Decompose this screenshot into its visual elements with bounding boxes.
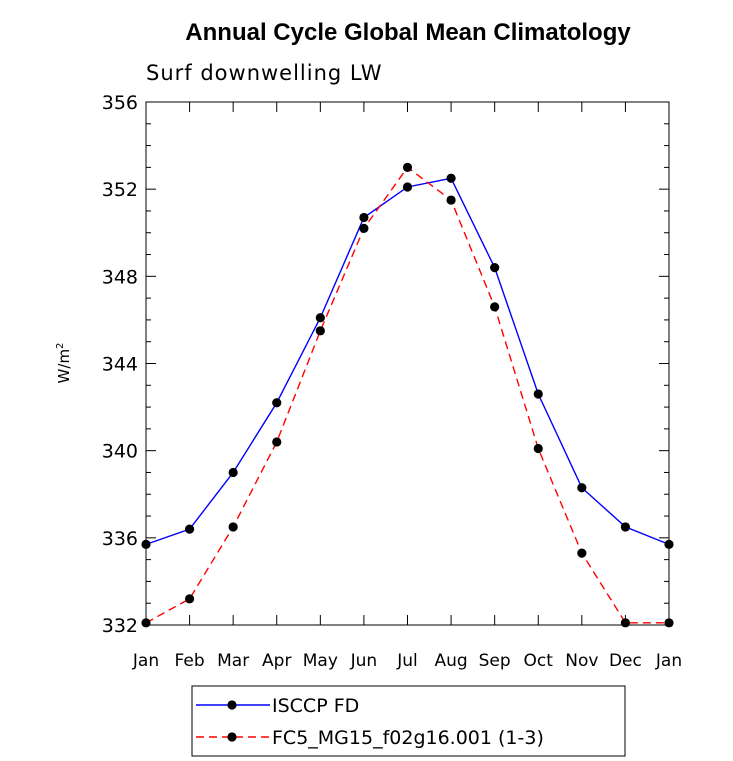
x-tick-label: Nov [565, 651, 598, 671]
legend-entry-2: FC5_MG15_f02g16.001 (1-3) [196, 727, 544, 749]
x-tick-label: Aug [434, 651, 467, 671]
data-point [228, 467, 238, 478]
data-point [272, 437, 282, 447]
data-point [359, 223, 369, 233]
data-point [184, 524, 195, 534]
x-tick-label: Apr [262, 651, 291, 671]
y-axis-label-main: W/m [55, 349, 73, 384]
data-point [664, 618, 674, 628]
data-point [402, 162, 413, 172]
series-1 [141, 173, 674, 549]
y-axis-label: W/m2 [55, 343, 73, 384]
legend-label: ISCCP FD [272, 695, 359, 717]
data-point [577, 483, 587, 493]
y-tick-label: 336 [102, 528, 138, 550]
y-tick-label: 344 [102, 354, 138, 376]
y-tick-label: 340 [102, 441, 138, 463]
series-2 [141, 162, 674, 628]
data-point [228, 522, 238, 532]
legend-label: FC5_MG15_f02g16.001 (1-3) [272, 727, 544, 749]
series-layer [141, 162, 674, 628]
x-tick-label: May [303, 651, 338, 671]
x-tick-label: Jul [396, 651, 418, 671]
chart-title: Annual Cycle Global Mean Climatology [185, 19, 631, 46]
data-point [315, 326, 325, 336]
data-point [315, 313, 325, 323]
data-point [533, 443, 543, 454]
y-axis-label-superscript: 2 [55, 343, 66, 349]
x-tick-label: Dec [609, 651, 642, 671]
chart-subtitle: Surf downwelling LW [146, 61, 382, 85]
data-point [141, 539, 151, 549]
data-point [141, 618, 151, 628]
axes: Jan Feb Mar Apr May Jun Jul Aug Sep Oct Nov Dec Jan 3… [102, 92, 682, 671]
legend-marker [227, 700, 237, 710]
legend-marker [227, 732, 237, 742]
data-point [490, 263, 500, 273]
data-point [577, 548, 587, 558]
x-tick-label: Mar [217, 651, 249, 671]
data-point [359, 212, 369, 223]
data-point [664, 539, 674, 549]
y-tick-label: 348 [102, 266, 138, 288]
data-point [620, 522, 631, 532]
y-tick-label: 356 [102, 92, 138, 114]
x-tick-label: Feb [175, 651, 205, 671]
series-line [145, 166, 669, 624]
data-point [184, 594, 195, 604]
x-tick-label: Jun [350, 651, 378, 671]
y-tick-label: 332 [102, 615, 138, 637]
legend-box [191, 685, 626, 757]
data-point [446, 173, 456, 183]
data-point [620, 618, 631, 628]
series-line [145, 177, 670, 546]
plot-frame [145, 101, 670, 626]
data-point [533, 389, 543, 399]
y-tick-label: 352 [102, 179, 138, 201]
x-tick-label: Jan [655, 651, 682, 671]
legend: ISCCP FD FC5_MG15_f02g16.001 (1-3) [191, 685, 626, 757]
x-tick-label: Oct [524, 651, 554, 671]
data-point [402, 182, 413, 192]
data-point [272, 398, 282, 408]
legend-entry-1: ISCCP FD [196, 695, 359, 717]
data-point [446, 195, 456, 205]
x-tick-label: Sep [479, 651, 511, 671]
x-tick-label: Jan [132, 651, 159, 671]
data-point [490, 302, 500, 312]
